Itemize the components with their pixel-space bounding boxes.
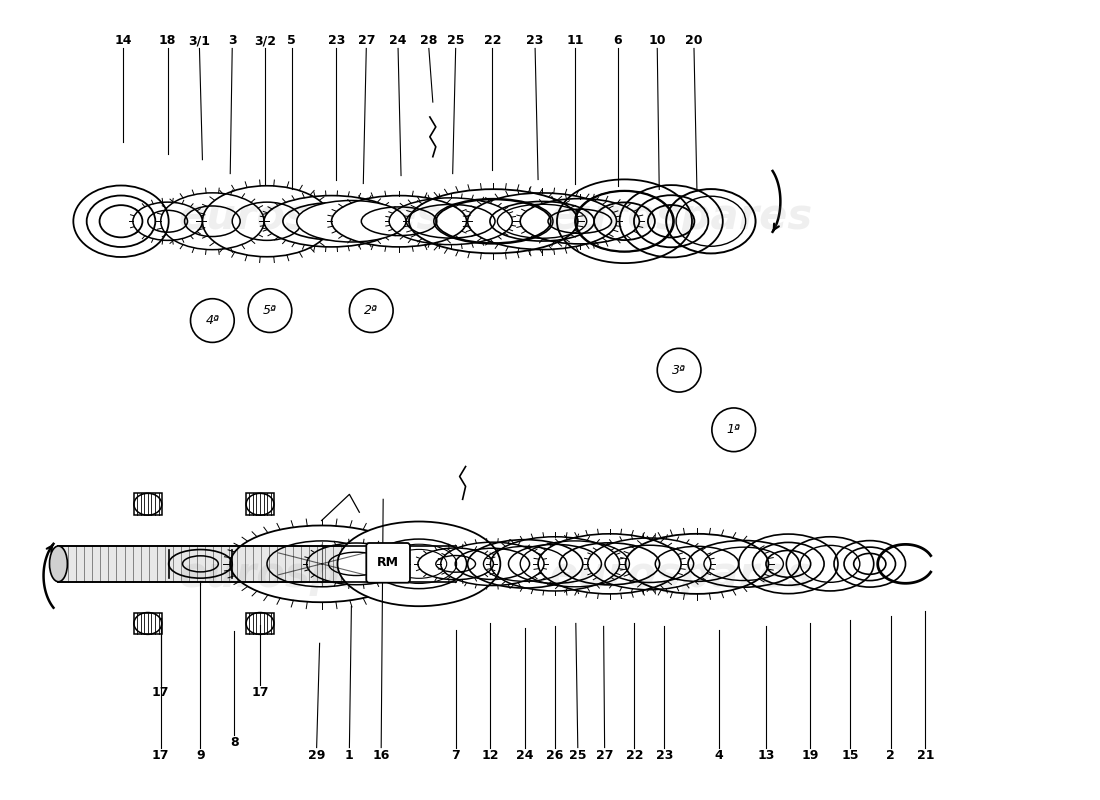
Text: 5: 5	[287, 34, 296, 47]
Text: 12: 12	[482, 749, 499, 762]
Text: 25: 25	[447, 34, 464, 47]
Text: eurospares: eurospares	[550, 554, 813, 596]
Text: 28: 28	[420, 34, 438, 47]
Bar	[134, 613, 162, 634]
Text: 3: 3	[228, 34, 236, 47]
Text: 17: 17	[152, 686, 169, 699]
Text: 9: 9	[196, 749, 205, 762]
Ellipse shape	[297, 201, 406, 242]
Text: eurospares: eurospares	[178, 196, 441, 238]
Bar	[246, 494, 274, 515]
Text: 5ª: 5ª	[263, 304, 277, 317]
Text: 24: 24	[389, 34, 407, 47]
Text: 18: 18	[160, 34, 176, 47]
Bar	[58, 546, 455, 582]
Text: 14: 14	[114, 34, 132, 47]
Text: 27: 27	[596, 749, 614, 762]
Text: 27: 27	[358, 34, 375, 47]
Text: 3ª: 3ª	[672, 364, 686, 377]
Text: 6: 6	[613, 34, 621, 47]
Text: 16: 16	[373, 749, 389, 762]
Text: 1ª: 1ª	[727, 423, 740, 436]
Text: 2ª: 2ª	[364, 304, 378, 317]
Text: 21: 21	[916, 749, 934, 762]
Ellipse shape	[338, 522, 500, 606]
Text: 2: 2	[887, 749, 895, 762]
Text: 25: 25	[569, 749, 586, 762]
Text: eurospares: eurospares	[178, 554, 441, 596]
Text: 1: 1	[345, 749, 354, 762]
Text: 11: 11	[566, 34, 584, 47]
FancyBboxPatch shape	[366, 543, 410, 582]
Text: 22: 22	[484, 34, 502, 47]
Text: eurospares: eurospares	[550, 196, 813, 238]
Bar	[246, 613, 274, 634]
Text: 23: 23	[656, 749, 673, 762]
Text: 22: 22	[626, 749, 644, 762]
Bar	[134, 494, 162, 515]
Text: RM: RM	[377, 556, 399, 570]
Text: 24: 24	[516, 749, 534, 762]
Text: 23: 23	[328, 34, 345, 47]
Text: 17: 17	[251, 686, 268, 699]
Text: 10: 10	[649, 34, 666, 47]
Text: 3/2: 3/2	[254, 34, 276, 47]
Text: 20: 20	[685, 34, 703, 47]
Text: 8: 8	[230, 736, 239, 749]
Text: 3/1: 3/1	[188, 34, 210, 47]
Text: 7: 7	[451, 749, 460, 762]
Text: 19: 19	[802, 749, 818, 762]
Text: 13: 13	[758, 749, 776, 762]
Text: 23: 23	[527, 34, 543, 47]
Text: 17: 17	[152, 749, 169, 762]
Text: 26: 26	[547, 749, 563, 762]
Text: 29: 29	[308, 749, 326, 762]
Text: 4: 4	[714, 749, 723, 762]
Text: 15: 15	[842, 749, 859, 762]
Ellipse shape	[50, 546, 67, 582]
Text: 4ª: 4ª	[206, 314, 219, 327]
